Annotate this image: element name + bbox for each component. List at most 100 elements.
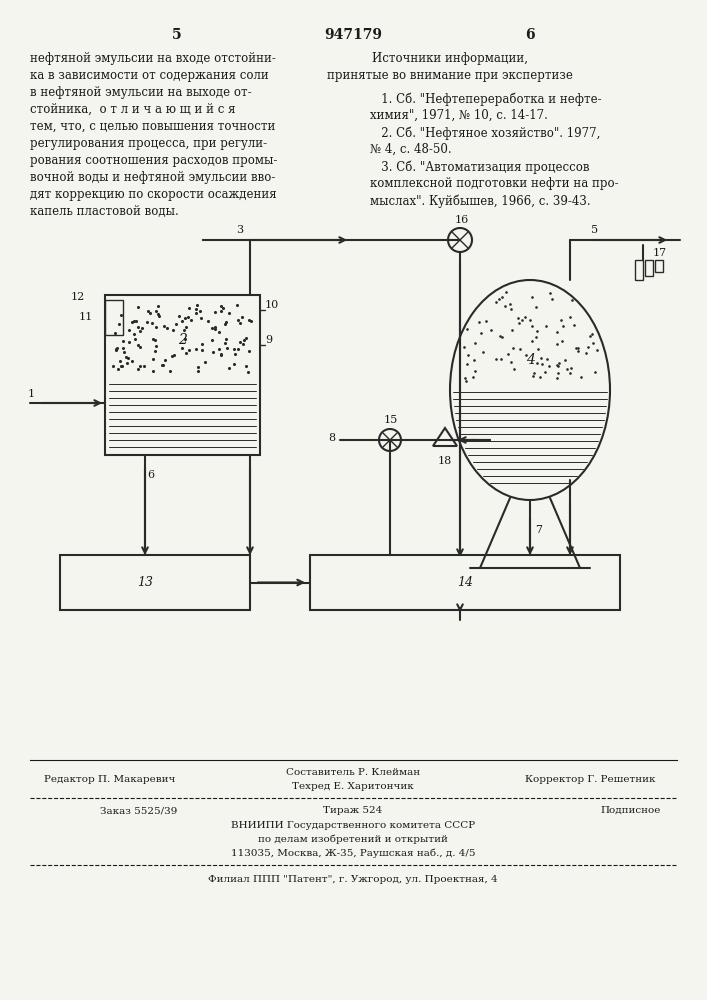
Text: тем, что, с целью повышения точности: тем, что, с целью повышения точности <box>30 120 275 133</box>
Text: 1: 1 <box>28 389 35 399</box>
Point <box>123 334 134 350</box>
Text: 2. Сб. "Нефтяное хозяйство". 1977,: 2. Сб. "Нефтяное хозяйство". 1977, <box>370 126 600 139</box>
Point <box>129 326 140 342</box>
Text: Подписное: Подписное <box>600 806 660 815</box>
Point <box>117 358 128 374</box>
Circle shape <box>448 228 472 252</box>
Point <box>236 309 247 325</box>
Point <box>245 313 257 329</box>
Point <box>220 316 231 332</box>
Point <box>117 333 128 349</box>
Text: Техред Е. Харитончик: Техред Е. Харитончик <box>292 782 414 791</box>
Point <box>209 321 221 337</box>
Point <box>112 361 124 377</box>
Point <box>192 359 204 375</box>
Point <box>148 331 159 347</box>
Point <box>243 312 255 328</box>
Point <box>115 307 127 323</box>
Point <box>231 297 243 313</box>
Point <box>176 313 187 329</box>
Point <box>153 308 164 324</box>
Point <box>191 341 202 357</box>
Text: 12: 12 <box>71 292 85 302</box>
Point <box>213 324 224 340</box>
Point <box>206 320 217 336</box>
Point <box>168 322 179 338</box>
Point <box>179 331 190 347</box>
Text: 3: 3 <box>236 225 244 235</box>
Point <box>229 346 240 362</box>
Point <box>164 363 175 379</box>
Text: Редактор П. Макаревич: Редактор П. Макаревич <box>45 775 175 784</box>
Point <box>216 298 227 314</box>
Point <box>180 310 191 326</box>
Text: Корректор Г. Решетник: Корректор Г. Решетник <box>525 775 655 784</box>
Text: мыслах". Куйбышев, 1966, с. 39-43.: мыслах". Куйбышев, 1966, с. 39-43. <box>370 194 590 208</box>
Point <box>228 356 240 372</box>
Point <box>196 336 207 352</box>
Text: ка в зависимости от содержания соли: ка в зависимости от содержания соли <box>30 69 269 82</box>
Text: стойника,  о т л и ч а ю щ и й с я: стойника, о т л и ч а ю щ и й с я <box>30 103 235 116</box>
Point <box>176 340 187 356</box>
Point <box>223 305 235 321</box>
Point <box>123 350 134 366</box>
Point <box>127 353 138 369</box>
Point <box>173 308 185 324</box>
Point <box>149 332 160 348</box>
Point <box>122 355 133 371</box>
Bar <box>105 300 123 335</box>
Point <box>203 313 214 329</box>
Point <box>161 320 173 336</box>
Text: рования соотношения расходов промы-: рования соотношения расходов промы- <box>30 154 277 167</box>
Text: принятые во внимание при экспертизе: принятые во внимание при экспертизе <box>327 69 573 82</box>
Text: Источники информации,: Источники информации, <box>372 52 528 65</box>
Text: регулирования процесса, при регули-: регулирования процесса, при регули- <box>30 137 267 150</box>
Text: 16: 16 <box>455 215 469 225</box>
Point <box>221 340 233 356</box>
Point <box>206 332 218 348</box>
Text: Филиал ППП "Патент", г. Ужгород, ул. Проектная, 4: Филиал ППП "Патент", г. Ужгород, ул. Про… <box>208 875 498 884</box>
Point <box>113 316 124 332</box>
Point <box>145 305 156 321</box>
Text: комплексной подготовки нефти на про-: комплексной подготовки нефти на про- <box>370 177 619 190</box>
Text: 17: 17 <box>653 248 667 258</box>
Point <box>134 358 146 374</box>
Text: 3. Сб. "Автоматизация процессов: 3. Сб. "Автоматизация процессов <box>370 160 590 174</box>
Bar <box>105 295 260 455</box>
Point <box>111 340 122 356</box>
Point <box>209 304 221 320</box>
Text: 9: 9 <box>265 335 272 345</box>
Text: 13: 13 <box>137 576 153 589</box>
Point <box>126 314 137 330</box>
Text: 8: 8 <box>328 433 335 443</box>
Point <box>180 319 192 335</box>
Point <box>221 331 232 347</box>
Point <box>180 345 192 361</box>
Point <box>132 361 144 377</box>
Point <box>157 357 168 373</box>
Point <box>200 354 211 370</box>
Point <box>234 315 245 331</box>
Point <box>235 334 246 350</box>
Point <box>152 306 163 322</box>
Text: 11: 11 <box>78 312 93 322</box>
Point <box>194 303 206 319</box>
Text: 6: 6 <box>525 28 534 42</box>
Circle shape <box>379 429 401 451</box>
Point <box>192 363 204 379</box>
Bar <box>310 555 620 610</box>
Point <box>110 341 121 357</box>
Text: 18: 18 <box>438 456 452 466</box>
Point <box>110 325 121 341</box>
Point <box>196 310 207 326</box>
Point <box>209 319 221 335</box>
Point <box>219 335 230 351</box>
Point <box>133 299 144 315</box>
Point <box>151 319 162 335</box>
Point <box>183 342 194 358</box>
Point <box>238 336 249 352</box>
Point <box>132 337 144 353</box>
Point <box>217 300 228 316</box>
Point <box>117 340 129 356</box>
Point <box>183 300 194 316</box>
